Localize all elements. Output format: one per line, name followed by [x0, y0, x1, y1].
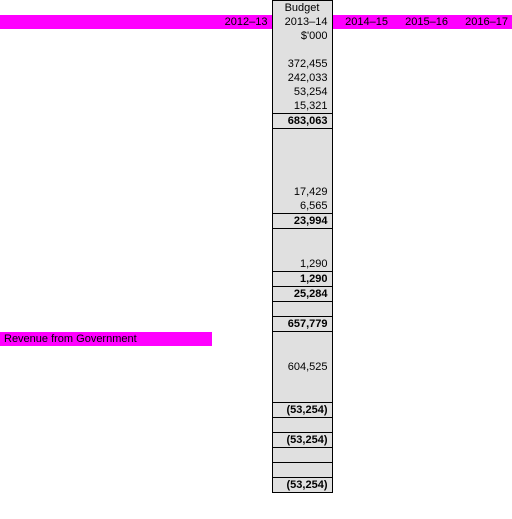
units-row: $'000 — [0, 29, 512, 43]
neg-row: (53,254) — [0, 433, 512, 448]
table-row: 17,429 — [0, 185, 512, 199]
revenue-gov-row: Revenue from Government — [0, 332, 512, 347]
value-cell: 17,429 — [272, 185, 332, 199]
value-cell: 1,290 — [272, 257, 332, 272]
header-budget-row: Budget — [0, 1, 512, 16]
budget-table: Budget 2012–13 2013–14 2014–15 2015–16 2… — [0, 0, 512, 493]
value-cell: 372,455 — [272, 57, 332, 71]
table-row: 1,290 — [0, 257, 512, 272]
subtotal-row: 23,994 — [0, 214, 512, 229]
table-row: 6,565 — [0, 199, 512, 214]
table-row: 604,525 — [0, 360, 512, 374]
neg-cell: (53,254) — [272, 478, 332, 493]
value-cell: 6,565 — [272, 199, 332, 214]
year-col3: 2014–15 — [332, 15, 392, 29]
neg-row: (53,254) — [0, 403, 512, 418]
subtotal-cell: 1,290 — [272, 272, 332, 287]
neg-row: (53,254) — [0, 478, 512, 493]
unit-label: $'000 — [272, 29, 332, 43]
neg-cell: (53,254) — [272, 403, 332, 418]
value-cell: 15,321 — [272, 99, 332, 114]
subtotal-cell: 25,284 — [272, 287, 332, 302]
value-cell: 53,254 — [272, 85, 332, 99]
table-row: 372,455 — [0, 57, 512, 71]
budget-header: Budget — [272, 1, 332, 16]
value-cell: 604,525 — [272, 360, 332, 374]
year-col4: 2015–16 — [392, 15, 452, 29]
header-years-row: 2012–13 2013–14 2014–15 2015–16 2016–17 — [0, 15, 512, 29]
net-cost-row: 657,779 — [0, 317, 512, 332]
table-row: 242,033 — [0, 71, 512, 85]
subtotal-row: 1,290 — [0, 272, 512, 287]
neg-cell: (53,254) — [272, 433, 332, 448]
subtotal-row: 25,284 — [0, 287, 512, 302]
net-cost-cell: 657,779 — [272, 317, 332, 332]
year-col2: 2013–14 — [272, 15, 332, 29]
year-col5: 2016–17 — [452, 15, 512, 29]
subtotal-row: 683,063 — [0, 114, 512, 129]
table-row: 15,321 — [0, 99, 512, 114]
revenue-gov-label: Revenue from Government — [0, 332, 212, 347]
value-cell: 242,033 — [272, 71, 332, 85]
subtotal-cell: 23,994 — [272, 214, 332, 229]
year-col1: 2012–13 — [212, 15, 272, 29]
subtotal-cell: 683,063 — [272, 114, 332, 129]
table-row: 53,254 — [0, 85, 512, 99]
